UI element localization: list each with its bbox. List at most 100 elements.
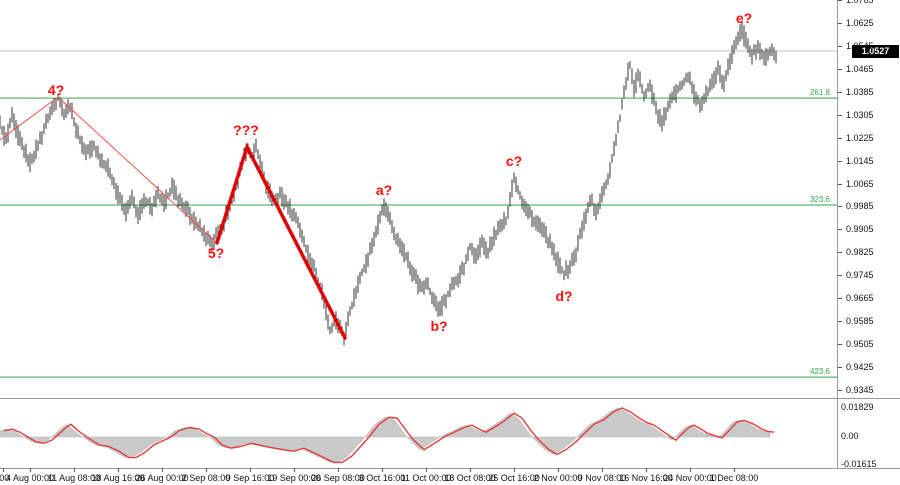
time-axis-label: 4 Aug 00:00 (5, 473, 55, 483)
wave-label: ??? (233, 122, 259, 138)
price-tick (838, 298, 842, 300)
wave-label: 5? (208, 245, 224, 261)
time-axis-label: 9 Nov 08:00 (577, 473, 627, 483)
oscillator-zero-label: 0.00 (841, 431, 859, 441)
time-tick (426, 468, 427, 472)
price-tick (838, 160, 842, 162)
price-tick (838, 45, 842, 47)
wave-label: c? (506, 153, 522, 169)
thin-trend-line[interactable] (57, 96, 218, 244)
price-tick (838, 275, 842, 277)
time-axis-label: 11 Oct 00:00 (400, 473, 452, 483)
oscillator-area (0, 407, 771, 463)
time-tick (338, 468, 339, 472)
price-axis-label: 0.9585 (846, 316, 874, 327)
fib-level-label: 261.8 (810, 88, 831, 97)
oscillator-min-label: -0.01615 (841, 459, 877, 469)
time-axis-label: :00 (0, 473, 10, 483)
price-axis-label: 0.9505 (846, 339, 874, 350)
price-axis-label: 1.0545 (846, 40, 874, 51)
time-axis-label: 25 Oct 16:00 (488, 473, 540, 483)
wave-label: a? (376, 182, 392, 198)
price-axis[interactable]: 1.0527 0.01829 0.00 -0.01615 1.0705 1.062… (838, 0, 900, 469)
time-axis-label: 18 Aug 16:00 (91, 473, 145, 483)
wave-label: 4? (48, 82, 64, 98)
wave-label: d? (555, 288, 572, 304)
price-axis-label: 1.0145 (846, 155, 874, 166)
price-tick (838, 68, 842, 70)
oscillator-signal-line (3, 407, 775, 464)
time-axis-label: 26 Aug 00:00 (135, 473, 189, 483)
price-tick (838, 252, 842, 254)
time-axis-label: 24 Nov 00:00 (663, 473, 717, 483)
time-axis-label: 19 Sep 00:00 (267, 473, 321, 483)
time-axis-label: 3 Oct 16:00 (358, 473, 406, 483)
price-axis-label: 0.9985 (846, 201, 874, 212)
price-tick (838, 114, 842, 116)
time-axis-label: 16 Nov 16:00 (619, 473, 673, 483)
thin-trend-line[interactable] (0, 96, 59, 141)
panel-separator-line (0, 398, 900, 399)
time-tick (602, 468, 603, 472)
time-axis-label: 26 Sep 08:00 (311, 473, 365, 483)
price-tick (838, 389, 842, 391)
time-tick (470, 468, 471, 472)
time-tick (118, 468, 119, 472)
price-axis-label: 1.0385 (846, 86, 874, 97)
price-axis-label: 0.9345 (846, 384, 874, 395)
time-tick (250, 468, 251, 472)
time-tick (646, 468, 647, 472)
price-tick (838, 183, 842, 185)
time-axis-label: 11 Aug 08:00 (47, 473, 101, 483)
time-tick (30, 468, 31, 472)
time-tick (3, 468, 4, 472)
time-tick (734, 468, 735, 472)
oscillator-canvas (0, 407, 775, 464)
price-axis-label: 0.9665 (846, 293, 874, 304)
time-axis-label: 18 Oct 08:00 (444, 473, 496, 483)
fib-level-label: 423.6 (810, 367, 831, 376)
price-axis-label: 1.0305 (846, 109, 874, 120)
oscillator-panel[interactable] (0, 399, 837, 468)
price-tick (838, 344, 842, 346)
price-axis-border (837, 0, 838, 468)
time-tick (558, 468, 559, 472)
time-tick (206, 468, 207, 472)
price-tick (838, 91, 842, 93)
time-tick (514, 468, 515, 472)
price-chart-canvas: 261.8 323.6 423.6 4? 5???? a? b? c? d? e? (0, 10, 837, 378)
wave-label: b? (430, 318, 447, 334)
time-tick (294, 468, 295, 472)
price-chart-panel[interactable]: 261.8 323.6 423.6 4? 5???? a? b? c? d? e? (0, 0, 837, 398)
price-tick (838, 137, 842, 139)
time-axis-label: 1 Dec 08:00 (709, 473, 759, 483)
price-axis-label: 0.9825 (846, 247, 874, 258)
fib-level-label: 323.6 (810, 195, 831, 204)
price-axis-label: 0.9745 (846, 270, 874, 281)
price-tick (838, 0, 842, 1)
price-tick (838, 229, 842, 231)
current-price-badge: 1.0527 (852, 44, 899, 58)
price-tick (838, 206, 842, 208)
thick-wave-line[interactable] (215, 142, 347, 340)
time-tick (74, 468, 75, 472)
time-tick (162, 468, 163, 472)
time-tick (382, 468, 383, 472)
price-axis-label: 1.0465 (846, 63, 874, 74)
price-axis-label: 0.9425 (846, 362, 874, 373)
price-axis-label: 1.0225 (846, 132, 874, 143)
time-tick (690, 468, 691, 472)
price-tick (838, 22, 842, 24)
time-axis-label: 2 Sep 08:00 (181, 473, 231, 483)
wave-label: e? (736, 10, 752, 26)
chart-bottom-border (0, 468, 900, 469)
price-axis-label: 0.9905 (846, 224, 874, 235)
price-axis-label: 1.0065 (846, 178, 874, 189)
price-axis-label: 1.0625 (846, 17, 874, 28)
price-tick (838, 367, 842, 369)
time-axis-label: 9 Sep 16:00 (225, 473, 275, 483)
price-tick (838, 321, 842, 323)
oscillator-max-label: 0.01829 (841, 402, 874, 412)
